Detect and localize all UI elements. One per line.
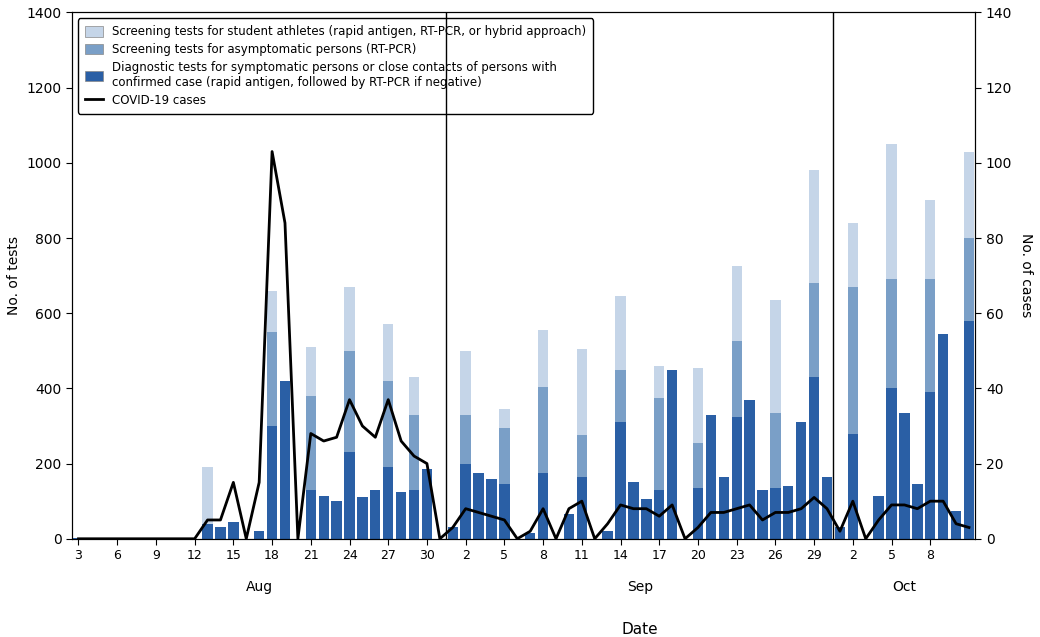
Bar [628, 482, 639, 539]
Bar [616, 296, 626, 369]
Bar [564, 514, 574, 539]
Bar [848, 287, 858, 434]
Bar [964, 238, 974, 320]
Bar [409, 490, 419, 539]
Bar [796, 422, 806, 539]
Bar [499, 484, 510, 539]
Text: Oct: Oct [892, 580, 916, 594]
Bar [900, 413, 910, 539]
Bar [809, 170, 820, 283]
Bar [461, 415, 471, 464]
Bar [835, 527, 846, 539]
Bar [280, 381, 290, 539]
Bar [215, 527, 226, 539]
Bar [383, 468, 393, 539]
Bar [370, 490, 381, 539]
Bar [886, 389, 896, 539]
Bar [525, 533, 536, 539]
Bar [731, 266, 742, 341]
Y-axis label: No. of cases: No. of cases [1019, 234, 1033, 318]
Bar [771, 488, 781, 539]
Bar [267, 290, 278, 332]
Bar [267, 332, 278, 426]
Bar [783, 486, 794, 539]
Bar [576, 349, 587, 435]
Bar [461, 464, 471, 539]
Bar [358, 497, 367, 539]
Bar [757, 490, 768, 539]
Bar [447, 527, 458, 539]
Bar [396, 492, 407, 539]
Text: Aug: Aug [245, 580, 272, 594]
Bar [344, 351, 355, 452]
Bar [473, 473, 484, 539]
Bar [693, 488, 703, 539]
Bar [306, 396, 316, 490]
Bar [654, 366, 665, 397]
Bar [332, 501, 342, 539]
Bar [616, 369, 626, 422]
Bar [383, 324, 393, 381]
Bar [731, 341, 742, 417]
Bar [848, 434, 858, 539]
Bar [306, 490, 316, 539]
Bar [964, 152, 974, 238]
Bar [576, 476, 587, 539]
Bar [538, 330, 548, 387]
Bar [654, 490, 665, 539]
Bar [874, 496, 884, 539]
Bar [809, 283, 820, 377]
Bar [771, 413, 781, 488]
Bar [809, 377, 820, 539]
Bar [409, 415, 419, 490]
Bar [654, 397, 665, 490]
Bar [306, 347, 316, 396]
Y-axis label: No. of tests: No. of tests [7, 236, 21, 315]
Bar [461, 351, 471, 415]
Bar [886, 144, 896, 280]
Bar [642, 499, 651, 539]
Bar [228, 522, 238, 539]
Bar [706, 415, 716, 539]
Legend: Screening tests for student athletes (rapid antigen, RT-PCR, or hybrid approach): Screening tests for student athletes (ra… [78, 18, 594, 113]
Text: Sep: Sep [627, 580, 653, 594]
Bar [383, 381, 393, 468]
Bar [344, 287, 355, 351]
Bar [409, 377, 419, 415]
Bar [719, 476, 729, 539]
Bar [926, 392, 935, 539]
Bar [964, 320, 974, 539]
Bar [951, 511, 961, 539]
Bar [822, 476, 832, 539]
Bar [926, 280, 935, 392]
Bar [318, 496, 329, 539]
Bar [203, 524, 213, 539]
Bar [938, 334, 948, 539]
Bar [731, 417, 742, 539]
Text: Date: Date [622, 622, 658, 636]
Bar [616, 422, 626, 539]
Bar [667, 369, 677, 539]
Bar [886, 280, 896, 389]
Bar [538, 473, 548, 539]
Bar [912, 484, 922, 539]
Bar [422, 469, 432, 539]
Bar [499, 409, 510, 428]
Bar [487, 478, 497, 539]
Bar [203, 468, 213, 524]
Bar [745, 399, 755, 539]
Bar [926, 201, 935, 280]
Bar [693, 368, 703, 443]
Bar [848, 223, 858, 287]
Bar [344, 452, 355, 539]
Bar [576, 435, 587, 476]
Bar [254, 531, 264, 539]
Bar [499, 428, 510, 484]
Bar [602, 531, 613, 539]
Bar [693, 443, 703, 488]
Bar [771, 300, 781, 413]
Bar [74, 538, 83, 539]
Bar [538, 387, 548, 473]
Bar [267, 426, 278, 539]
